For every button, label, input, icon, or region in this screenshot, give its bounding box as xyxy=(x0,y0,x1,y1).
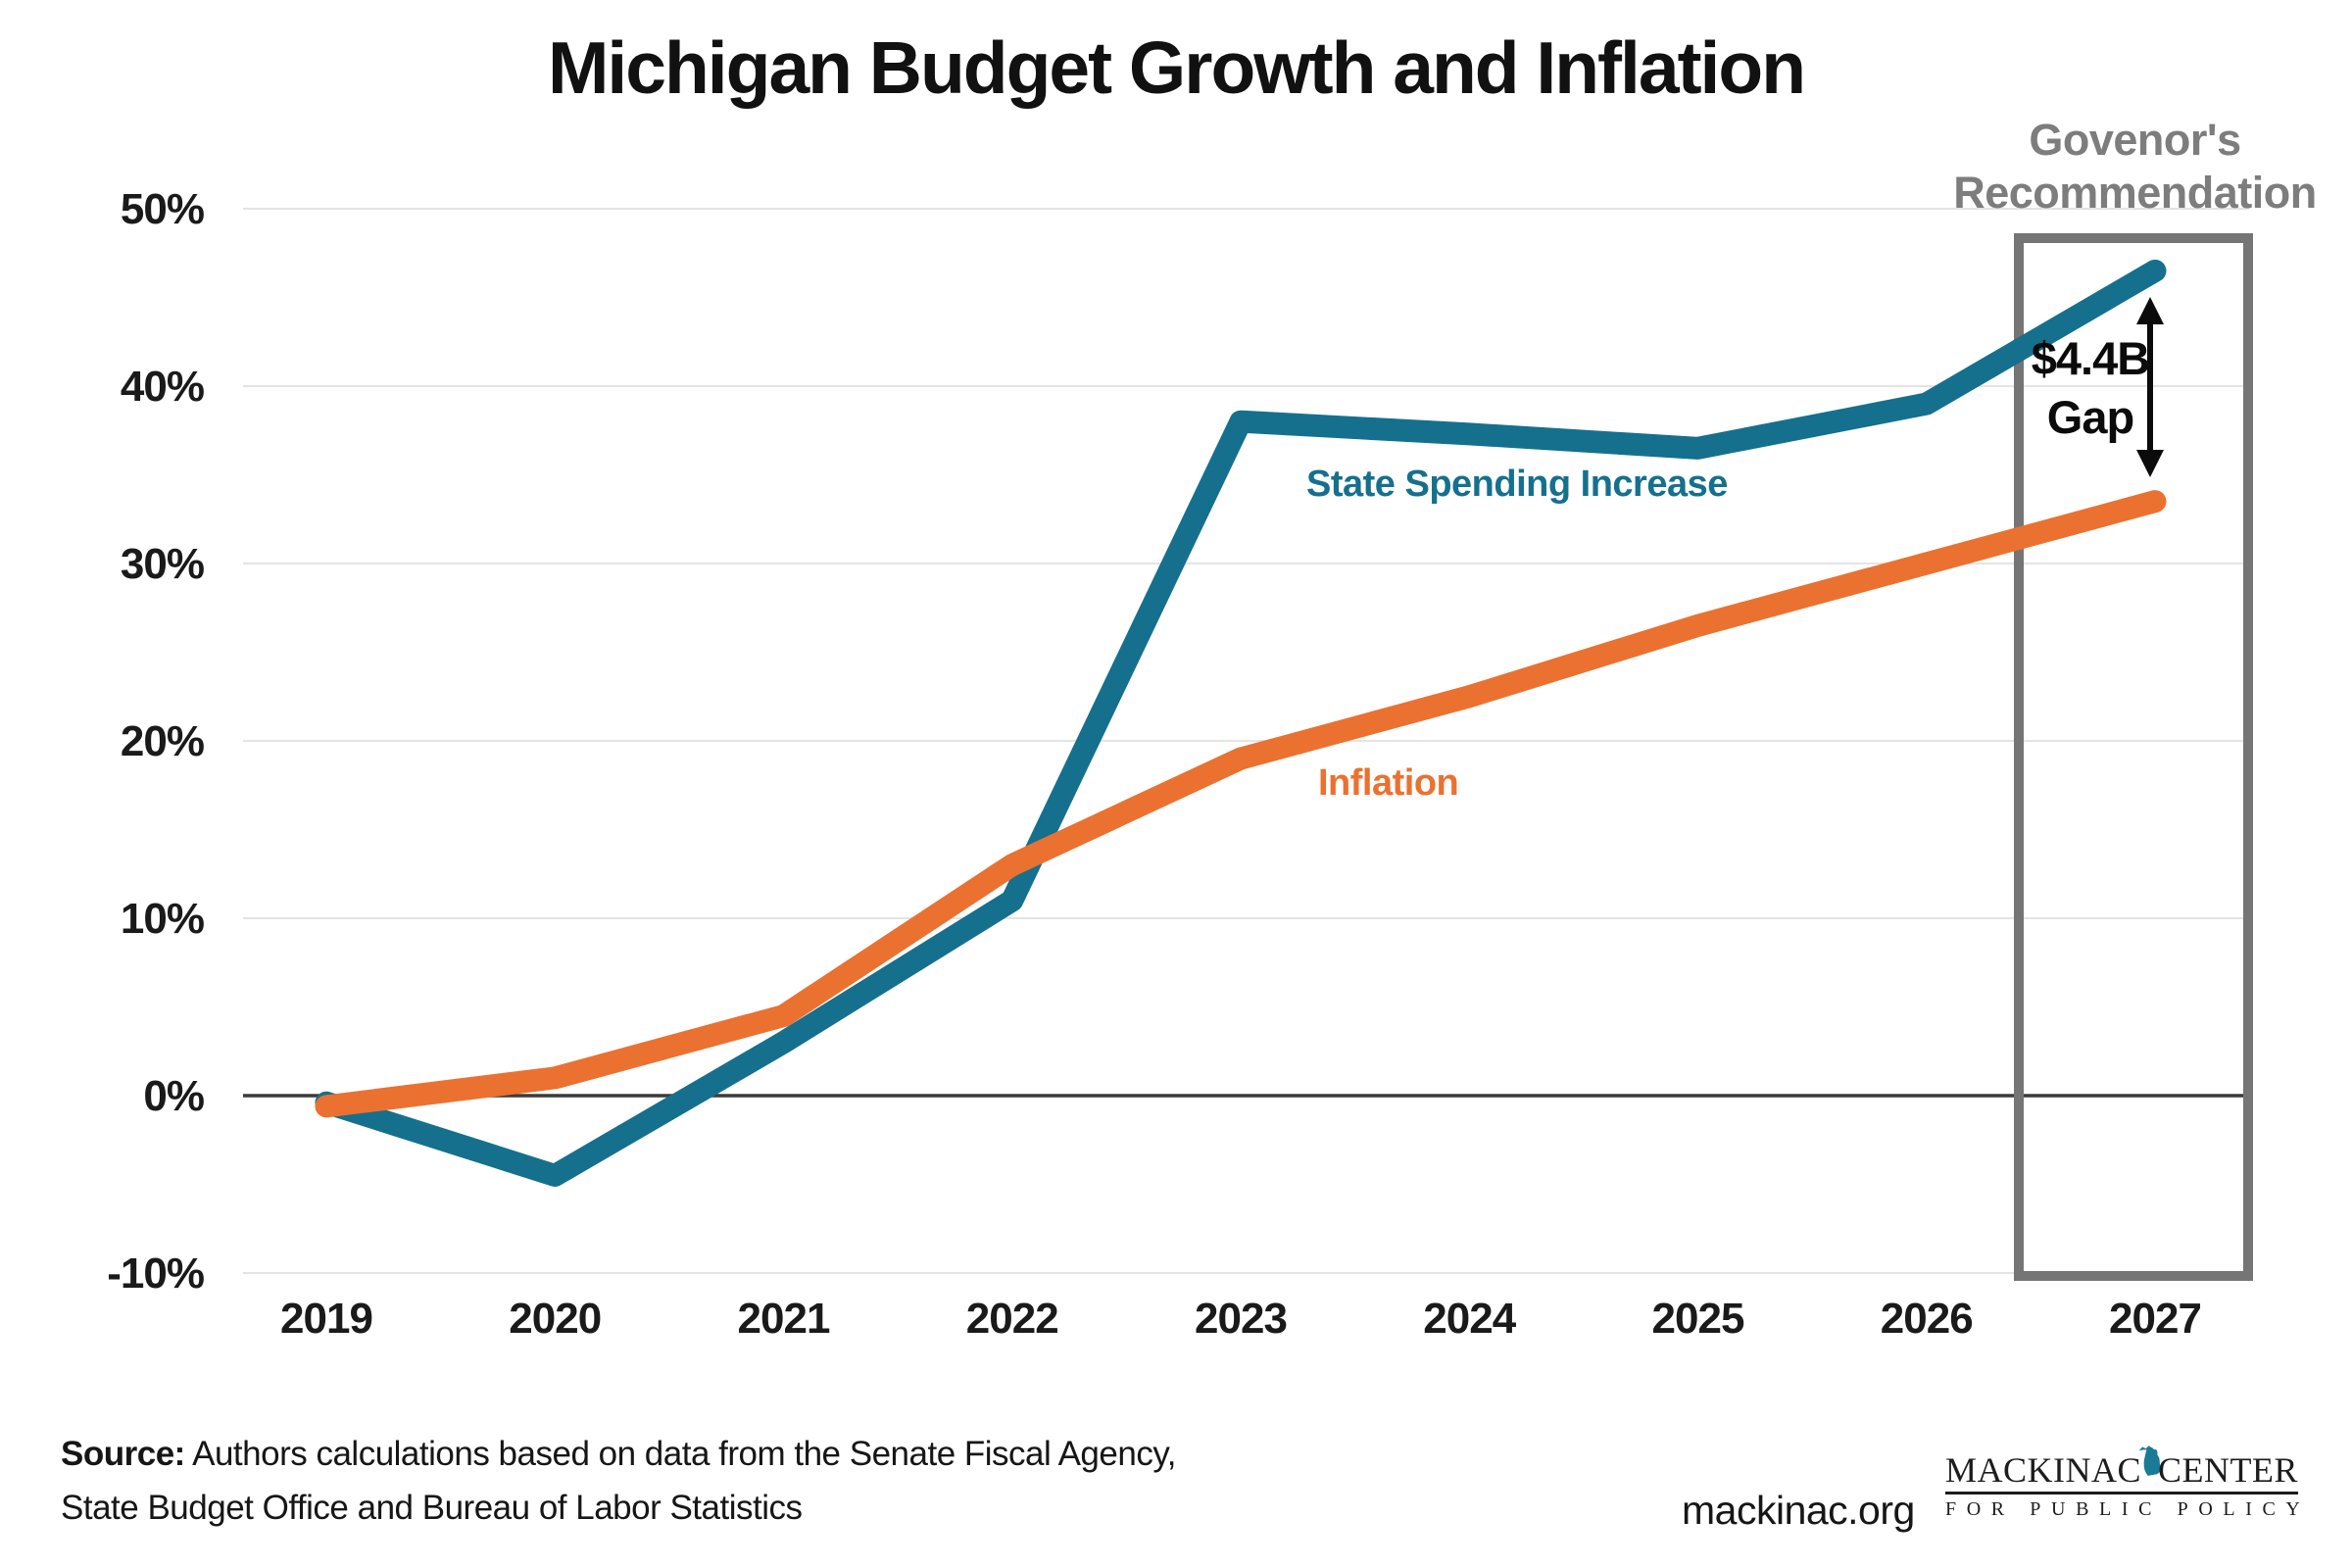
spending-series-label: State Spending Increase xyxy=(1306,464,1728,505)
x-tick-label: 2019 xyxy=(280,1295,372,1343)
source-note: Source: Authors calculations based on da… xyxy=(61,1427,1176,1536)
x-tick-label: 2024 xyxy=(1423,1295,1516,1343)
inflation-series-label: Inflation xyxy=(1318,762,1459,804)
x-tick-label: 2022 xyxy=(966,1295,1058,1343)
chart-title: Michigan Budget Growth and Inflation xyxy=(547,26,1806,109)
y-tick-label: -10% xyxy=(107,1250,204,1298)
y-tick-label: 20% xyxy=(121,717,204,765)
gap-arrow-head-up xyxy=(2136,297,2164,324)
website-url: mackinac.org xyxy=(1682,1488,1915,1533)
gap-word: Gap xyxy=(2046,391,2134,444)
logo-word-mackinac: MACKINAC xyxy=(1945,1450,2142,1490)
governors-recommendation-label: Govenor's Recommendation xyxy=(1896,114,2352,220)
gap-annotation: $4.4B Gap xyxy=(2001,329,2180,447)
x-tick-label: 2020 xyxy=(509,1295,601,1343)
gap-amount: $4.4B xyxy=(2031,332,2150,384)
governors-recommendation-line1: Govenor's xyxy=(2029,115,2241,165)
logo-tagline: FOR PUBLIC POLICY xyxy=(1945,1498,2311,1520)
y-tick-label: 0% xyxy=(143,1072,204,1120)
y-tick-label: 30% xyxy=(121,540,204,588)
logo-rule xyxy=(1945,1492,2298,1494)
source-line2: State Budget Office and Bureau of Labor … xyxy=(61,1489,803,1528)
gap-arrow-head-down xyxy=(2136,450,2164,477)
inflation-line xyxy=(315,490,2167,1118)
x-tick-label: 2026 xyxy=(1881,1295,1973,1343)
x-tick-label: 2027 xyxy=(2109,1295,2201,1343)
x-tick-label: 2021 xyxy=(738,1295,830,1343)
y-tick-label: 50% xyxy=(121,185,204,233)
mackinac-center-logo: MACKINAC CENTER FOR PUBLIC POLICY xyxy=(1945,1429,2311,1521)
x-tick-label: 2023 xyxy=(1195,1295,1287,1343)
x-tick-label: 2025 xyxy=(1652,1295,1744,1343)
y-tick-label: 10% xyxy=(121,895,204,943)
source-text1: Authors calculations based on data from … xyxy=(184,1435,1176,1473)
michigan-icon xyxy=(2138,1446,2161,1476)
y-tick-label: 40% xyxy=(121,363,204,411)
source-line1: Source: Authors calculations based on da… xyxy=(61,1427,1176,1481)
logo-word-center: CENTER xyxy=(2158,1450,2298,1490)
governors-recommendation-box xyxy=(2014,233,2253,1281)
logo-wordmark: MACKINAC CENTER xyxy=(1945,1429,2298,1490)
governors-recommendation-line2: Recommendation xyxy=(1953,168,2317,218)
state-spending-increase-line xyxy=(315,259,2167,1187)
source-prefix: Source: xyxy=(61,1435,185,1473)
